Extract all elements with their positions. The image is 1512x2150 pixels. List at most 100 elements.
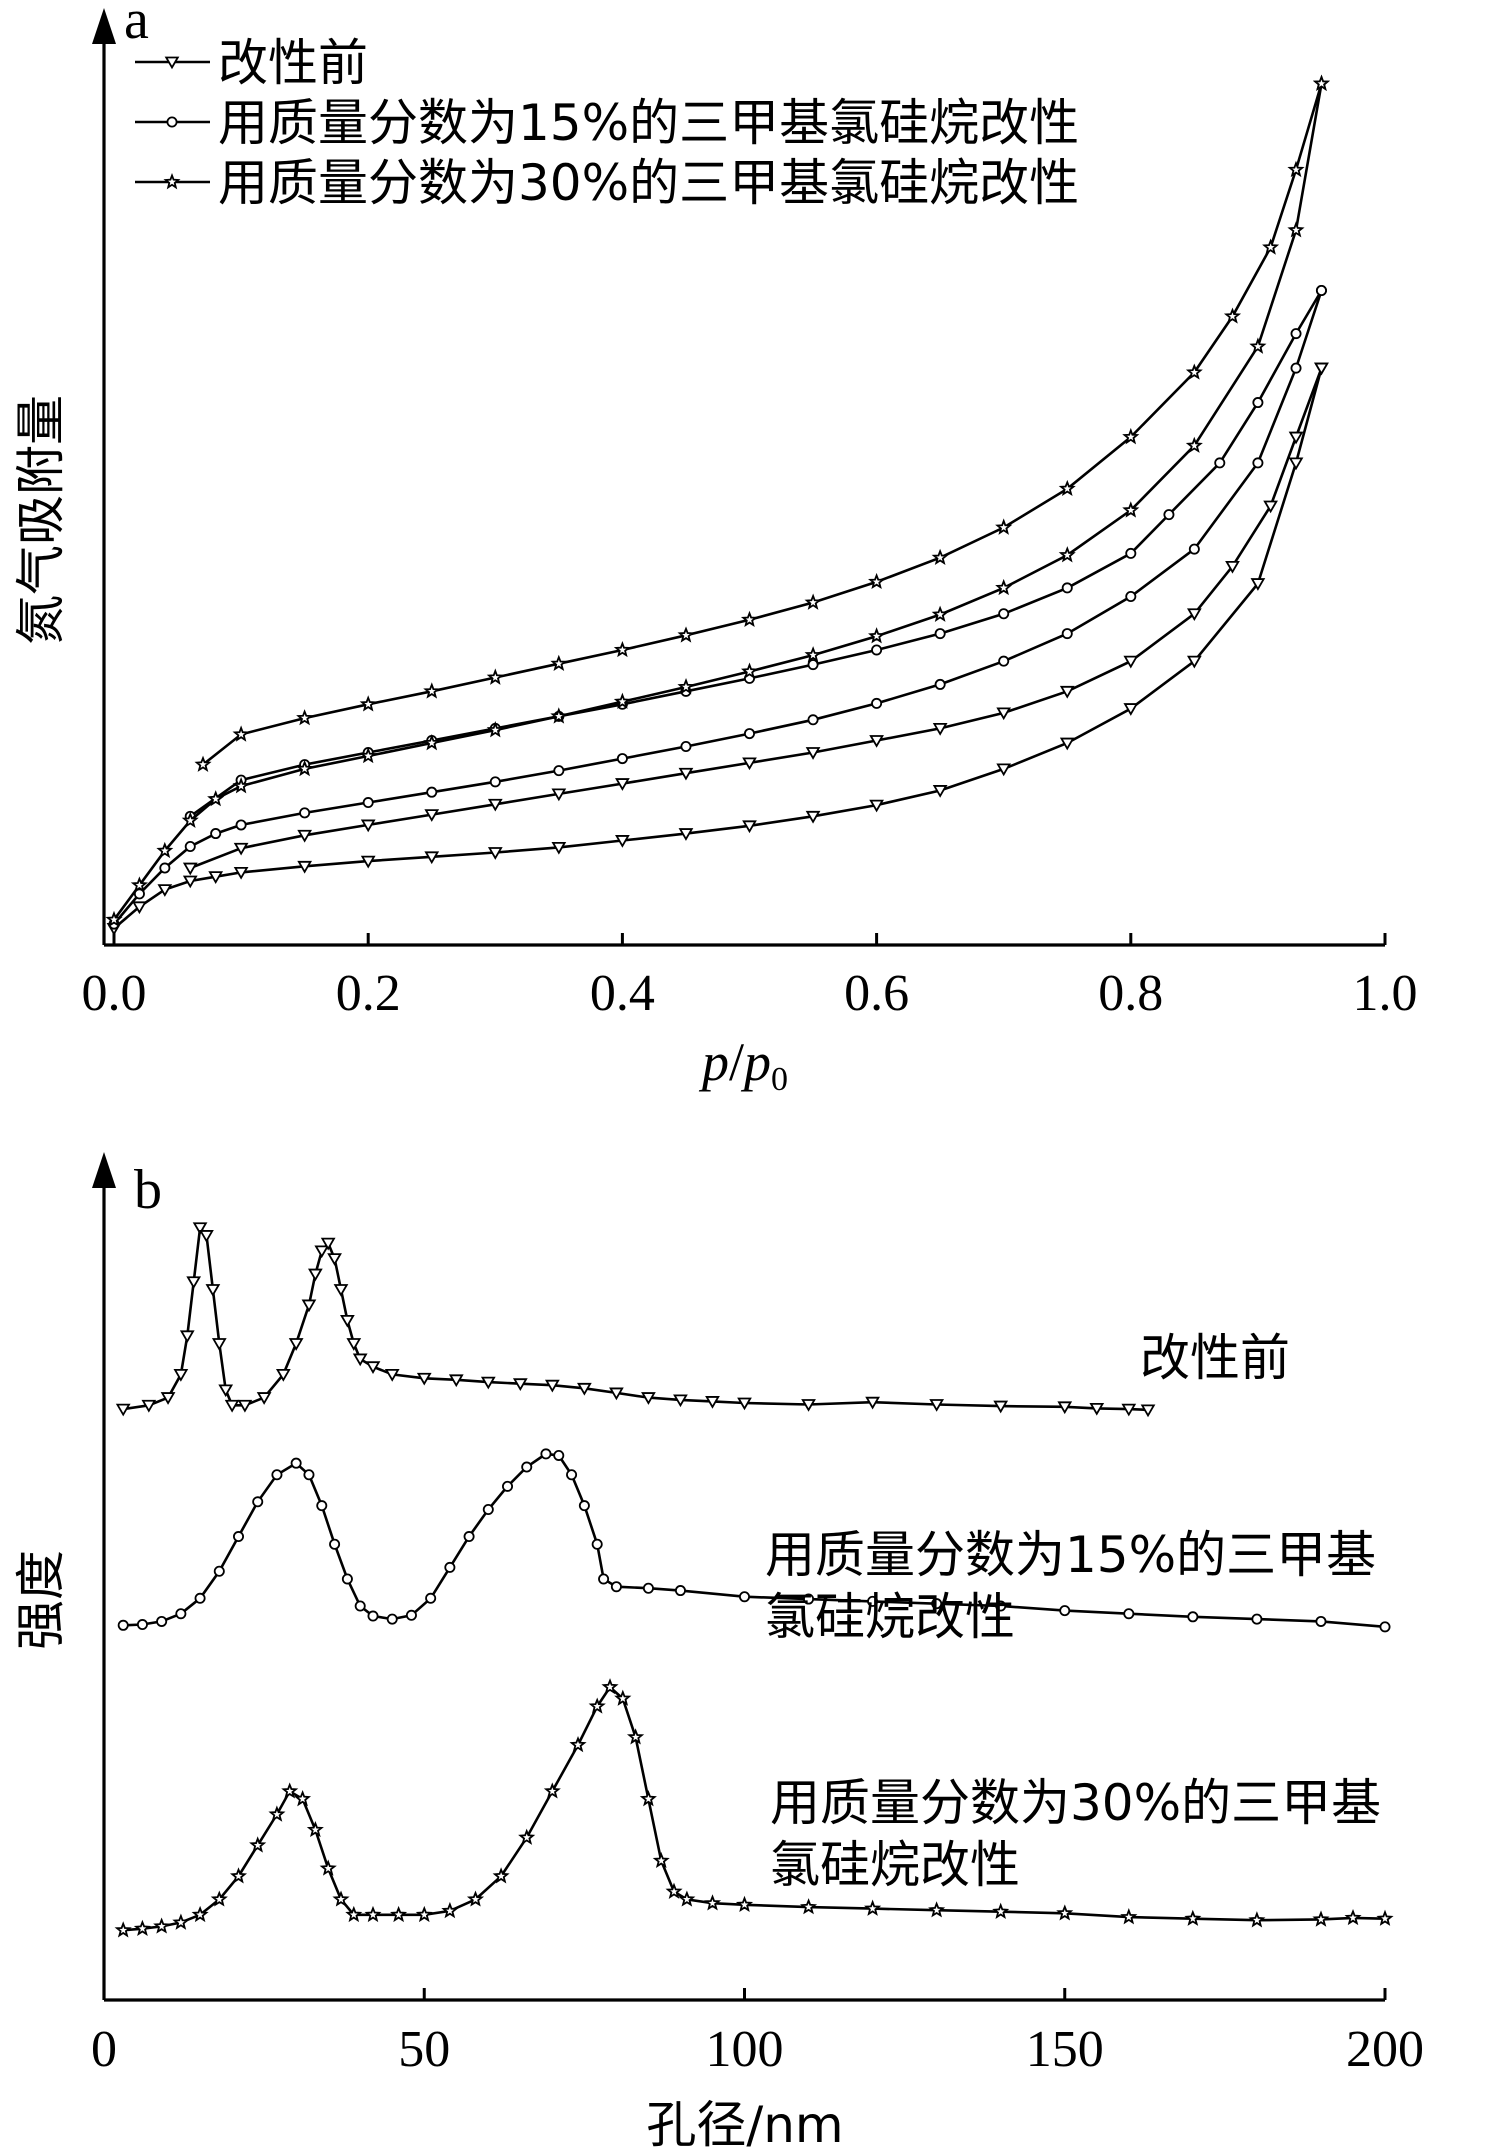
panel-b-series-1-point (314, 1245, 330, 1259)
panel-a-series-3-adsorption-point (130, 876, 148, 893)
panel-a-series-3-adsorption-point (868, 627, 886, 644)
panel-b-series-3-point (678, 1890, 696, 1907)
panel-a-series-3-adsorption-point (105, 910, 123, 927)
panel-a: 0.0 0.2 0.4 0.6 0.8 1.0 a 改性前用质量分数为15%的三甲基氯硅烷… (12, 0, 1418, 1098)
panel-b-series-1-point (211, 1338, 227, 1351)
panel-a-series-3-desorption-point (486, 668, 504, 685)
panel-b-series-2-point (995, 1600, 1007, 1612)
panel-a-series-3-adsorption-point (423, 733, 441, 751)
panel-a-series-2-adsorption-point (744, 728, 756, 740)
panel-b-series-2-point (739, 1591, 751, 1603)
panel-a-series-3-adsorption-point (207, 790, 225, 807)
panel-a-plot-area (105, 74, 1330, 936)
panel-a-series-3-desorption-point (423, 682, 441, 699)
panel-b-series-2-point (1187, 1611, 1199, 1623)
panel-a-series-1-desorption-point (869, 735, 884, 748)
panel-a-series-3-desorption-point (1122, 427, 1140, 445)
panel-b-series-1-point (141, 1399, 157, 1413)
panel-a-series-2-adsorption-point (553, 765, 565, 777)
panel-a-x-tick-label: 0.8 (1098, 965, 1163, 1022)
panel-b-series-3-point (928, 1901, 946, 1918)
panel-a-series-2-adsorption-point (1125, 591, 1137, 603)
panel-a-series-1-desorption-point (1123, 655, 1139, 669)
panel-b-series-1-point (512, 1378, 528, 1391)
panel-b-series-2-point (341, 1573, 353, 1585)
panel-b-plot-area (114, 1222, 1394, 1938)
panel-a-series-1-adsorption-point (360, 855, 376, 869)
panel-a-series-1-desorption-point (1225, 560, 1240, 574)
panel-a-x-axis-label: p/p0 (698, 1032, 788, 1098)
panel-b-series-3-point (601, 1678, 619, 1695)
panel-b-series-2-point (1059, 1605, 1071, 1617)
panel-a-series-1-adsorption-point (1123, 703, 1139, 716)
panel-b-series-1-point (865, 1396, 880, 1410)
panel-b-series-1-point (288, 1338, 304, 1351)
panel-a-series-1-desorption-point (424, 809, 440, 822)
panel-b-series-2-point (136, 1619, 148, 1631)
panel-b-series-3-point (735, 1895, 754, 1912)
panel-b-series-3-point (114, 1921, 132, 1938)
panel-a-x-label-p: p (698, 1032, 729, 1092)
panel-b-series-2-point (175, 1608, 187, 1620)
panel-a-series-2-desorption-point (998, 608, 1010, 620)
panel-a-series-1-desorption-point (1288, 431, 1304, 445)
panel-a-x-tick-label: 1.0 (1353, 965, 1418, 1022)
panel-a-series-1-adsorption-point (297, 860, 313, 874)
panel-b-series-3-point (1056, 1904, 1074, 1921)
panel-b-x-tick-label: 200 (1346, 2021, 1424, 2078)
panel-a-series-3-desorption-point (1058, 479, 1076, 496)
panel-a-series-1-adsorption-point (1186, 655, 1202, 669)
panel-b-series-1-point (333, 1284, 349, 1297)
panel-a-series-3-adsorption-point (677, 677, 695, 695)
panel-b-series-2-point (553, 1449, 565, 1461)
panel-b-series-2-point (1123, 1608, 1135, 1620)
panel-b-series-3-point (332, 1890, 350, 1907)
panel-a-legend-label-2: 用质量分数为15%的三甲基氯硅烷改性 (218, 94, 1079, 152)
panel-a-series-3-desorption-point (677, 626, 695, 643)
panel-a-series-3-desorption-point (296, 709, 314, 726)
panel-b-series-3-point (492, 1867, 510, 1884)
panel-b-series-1-point (115, 1403, 131, 1417)
panel-a-series-1-adsorption-point (678, 828, 694, 841)
panel-b-series-1-point (199, 1230, 214, 1243)
panel-b-series-2-point (213, 1565, 225, 1577)
panel-a-x-label-p2: p (740, 1032, 771, 1092)
panel-b-x-tick-label: 50 (398, 2021, 450, 2078)
panel-b-series-1-point (224, 1399, 240, 1413)
panel-b-series-2-point (566, 1469, 578, 1481)
panel-a-series-2-adsorption-point (1290, 362, 1302, 374)
panel-b-series-1-point (384, 1369, 400, 1382)
panel-a-series-1-desorption-point (487, 798, 503, 812)
panel-a-series-2-adsorption-point (871, 697, 883, 709)
panel-a-series-2-desorption-point (1125, 547, 1137, 559)
panel-b-series-1-point (179, 1330, 195, 1344)
panel-a-series-3-adsorption-point (931, 605, 949, 622)
panel-a-series-1-adsorption-point (1250, 578, 1266, 591)
panel-a-series-1-adsorption-point (182, 875, 198, 889)
panel-b-series-3-point (229, 1867, 248, 1884)
panel-a-series-3-adsorption-point (1185, 436, 1203, 453)
panel-a-series-2-adsorption-point (1061, 628, 1073, 640)
panel-b-series-1-point (365, 1361, 381, 1374)
panel-b-series-3-point (306, 1820, 324, 1838)
panel-b-series-2-point (1379, 1621, 1391, 1633)
panel-b-series-1-point (673, 1394, 688, 1408)
panel-b-series-1-point (416, 1372, 432, 1386)
panel-a-series-1-desorption-point (551, 788, 567, 802)
panel-a-series-3-adsorption-point (296, 759, 314, 777)
panel-b-series-2-point (502, 1480, 514, 1492)
panel-b-series-3-point (652, 1851, 670, 1868)
panel-b-series-2-point (540, 1448, 552, 1460)
panel-b-series-1-point (544, 1379, 560, 1393)
panel-a-series-1-desorption-point (1263, 500, 1278, 514)
panel-b-series-2-point (405, 1609, 417, 1621)
panel-a-series-2-adsorption-point (616, 753, 628, 765)
panel-b-series-2-point (463, 1531, 475, 1543)
panel-a-series-1-adsorption-point (805, 810, 821, 824)
panel-a-series-3-adsorption-point (995, 578, 1013, 596)
panel-a-series-3-desorption-point (1312, 74, 1330, 91)
panel-a-legend-marker-1 (164, 56, 180, 70)
panel-a-series-1-desorption-point (360, 819, 376, 833)
panel-a-series-1-adsorption-point (1288, 457, 1304, 471)
